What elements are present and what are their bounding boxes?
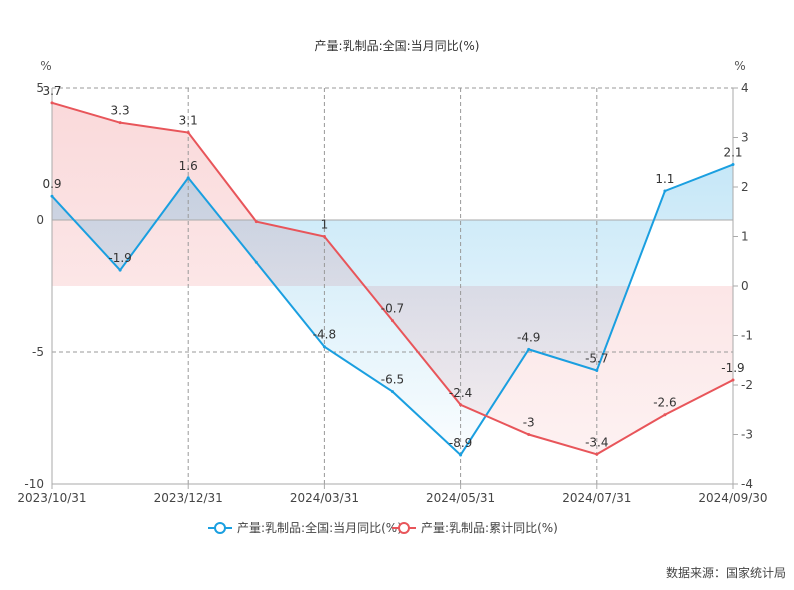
data-point	[50, 101, 54, 105]
source-note: 数据来源：国家统计局	[666, 565, 786, 580]
x-tick-label: 2024/07/31	[562, 491, 631, 505]
data-label: 1.6	[179, 159, 198, 173]
data-label: -4.9	[517, 330, 540, 344]
legend-item-monthly[interactable]: 产量:乳制品:全国:当月同比(%)	[208, 520, 402, 535]
data-label: 1	[321, 218, 329, 232]
right-tick-label: 1	[741, 230, 749, 244]
right-tick-label: 4	[741, 81, 749, 95]
left-axis-unit: %	[40, 59, 51, 73]
data-point	[663, 189, 667, 193]
data-point	[186, 131, 190, 135]
legend: 产量:乳制品:全国:当月同比(%) 产量:乳制品:累计同比(%)	[208, 520, 558, 535]
data-label: 1.1	[655, 172, 674, 186]
left-tick-label: 5	[36, 81, 44, 95]
left-tick-label: -5	[32, 345, 44, 359]
right-tick-label: -3	[741, 428, 753, 442]
data-point	[186, 176, 190, 180]
data-label: -6.5	[381, 373, 404, 387]
right-tick-label: -1	[741, 329, 753, 343]
data-point	[391, 319, 394, 323]
left-tick-label: -10	[24, 477, 44, 491]
data-point	[254, 260, 258, 264]
right-tick-label: -2	[741, 378, 753, 392]
data-label: -3	[523, 416, 535, 430]
chart-title: 产量:乳制品:全国:当月同比(%)	[315, 38, 480, 53]
right-tick-label: 3	[741, 131, 749, 145]
right-tick-label: 2	[741, 180, 749, 194]
data-label: -4.8	[313, 328, 336, 342]
data-point	[459, 403, 463, 407]
x-tick-label: 2024/03/31	[290, 491, 359, 505]
data-label: -1.9	[721, 361, 744, 375]
data-point	[595, 452, 599, 456]
series-area	[52, 164, 733, 455]
data-label: 3.3	[111, 104, 130, 118]
data-label: -2.6	[653, 396, 676, 410]
legend-label-cumulative: 产量:乳制品:累计同比(%)	[421, 521, 558, 535]
data-point	[391, 390, 394, 394]
data-label: 3.7	[42, 84, 61, 98]
data-label: 2.1	[723, 146, 742, 160]
data-label: -8.9	[449, 436, 472, 450]
data-point	[118, 268, 122, 272]
data-point	[731, 163, 735, 167]
right-tick-label: 0	[741, 279, 749, 293]
data-point	[527, 347, 531, 351]
right-tick-label: -4	[741, 477, 753, 491]
legend-label-monthly: 产量:乳制品:全国:当月同比(%)	[237, 520, 402, 535]
data-label: -0.7	[381, 302, 404, 316]
right-axis-unit: %	[734, 59, 745, 73]
left-tick-label: 0	[36, 213, 44, 227]
data-point	[663, 413, 667, 417]
legend-item-cumulative[interactable]: 产量:乳制品:累计同比(%)	[392, 521, 558, 535]
data-label: 3.1	[179, 114, 198, 128]
data-point	[254, 220, 258, 224]
data-label: -2.4	[449, 386, 472, 400]
data-label: -5.7	[585, 351, 608, 365]
data-point	[595, 368, 599, 372]
data-label: 0.9	[42, 177, 61, 191]
data-point	[527, 433, 531, 436]
data-point	[731, 378, 735, 382]
data-point	[322, 345, 326, 349]
data-point	[50, 194, 54, 198]
data-point	[118, 121, 122, 125]
data-label: -1.9	[108, 251, 131, 265]
x-tick-label: 2024/05/31	[426, 491, 495, 505]
data-label: -3.4	[585, 435, 608, 449]
data-point	[322, 235, 326, 238]
x-tick-label: 2023/10/31	[17, 491, 86, 505]
x-tick-label: 2024/09/30	[698, 491, 767, 505]
data-point	[459, 453, 463, 457]
series-area	[52, 102, 733, 455]
x-tick-label: 2023/12/31	[154, 491, 223, 505]
